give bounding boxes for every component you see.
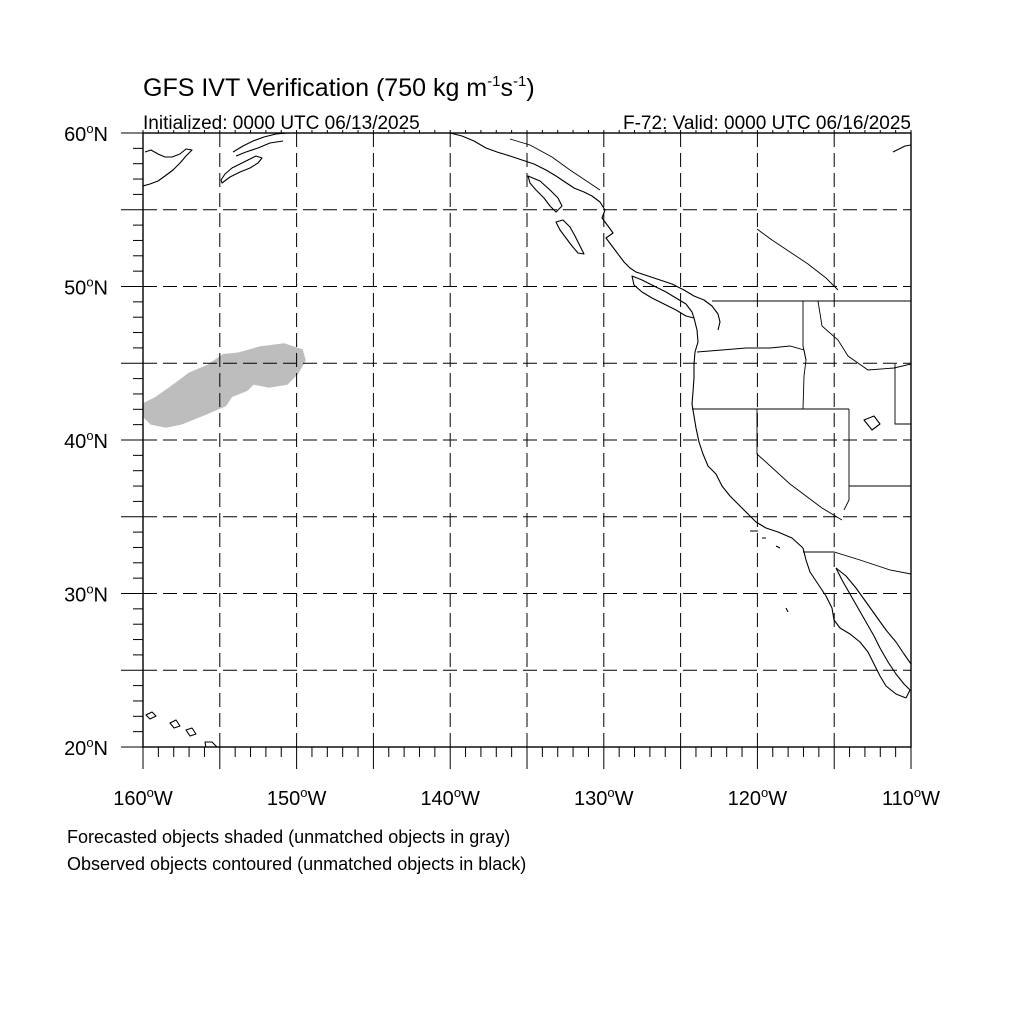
hawaii-oahu-maui-coast [169, 719, 197, 737]
lon-tick-label: 160oW [113, 785, 173, 810]
forecast-objects-layer [143, 343, 306, 428]
hawaii-big-island-coast [204, 741, 218, 747]
lat-tick-label: 50oN [64, 275, 108, 300]
hawaii-kauai-coast [145, 711, 157, 720]
lat-tick-label: 20oN [64, 735, 108, 760]
us-mexico-border [803, 551, 911, 575]
basemap [143, 133, 911, 747]
kodiak-island-coast [220, 155, 263, 184]
idaho-montana-border [817, 300, 911, 371]
vancouver-island-coast [631, 275, 695, 319]
haida-gwaii-coast [555, 219, 585, 255]
canadian-interior-river [756, 228, 839, 291]
footnote-observed: Observed objects contoured (unmatched ob… [67, 854, 526, 874]
gulf-of-california-coast [835, 567, 911, 699]
lon-tick-label: 110oW [882, 785, 940, 810]
ne-corner-coast [892, 144, 911, 153]
channel-islands-coast [750, 530, 789, 613]
axis-tick-labels: 160oW 150oW 140oW 130oW 120oW 110oW 60oN 50oN 40… [64, 121, 940, 810]
valid-time-label: F-72: Valid: 0000 UTC 06/16/2025 [623, 113, 911, 134]
california-nevada-border [756, 409, 843, 521]
mexico-mainland-coast [835, 567, 911, 665]
footnote-forecast: Forecasted objects shaded (unmatched obj… [67, 827, 510, 847]
init-time-label: Initialized: 0000 UTC 06/13/2025 [143, 113, 420, 134]
lon-tick-label: 120oW [728, 785, 788, 810]
alaska-bc-border [509, 138, 601, 191]
lat-tick-label: 30oN [64, 582, 108, 607]
axis-ticks [121, 130, 912, 769]
lon-tick-label: 130oW [574, 785, 634, 810]
map-title: GFS IVT Verification (750 kg m-1s-1) [143, 73, 535, 102]
se-alaska-coastline [449, 133, 619, 255]
us-west-coastline [691, 317, 804, 549]
lat-tick-label: 40oN [64, 428, 108, 453]
alaska-southcentral-coast [232, 133, 289, 157]
nevada-utah-border [843, 409, 850, 511]
alaska-coastline [143, 148, 193, 187]
forecast-object-unmatched-1 [143, 343, 306, 428]
lon-tick-label: 140oW [420, 785, 480, 810]
washington-oregon-border [696, 345, 807, 361]
lat-tick-label: 60oN [64, 121, 108, 146]
wyoming-block-border [894, 364, 911, 425]
bc-coastline [617, 253, 721, 331]
great-salt-lake-outline [863, 415, 881, 431]
alexander-archipelago-coast [527, 175, 563, 213]
lon-tick-label: 150oW [267, 785, 327, 810]
baja-california-coast [802, 547, 907, 699]
idaho-western-border [802, 301, 807, 410]
graticule [143, 133, 911, 747]
